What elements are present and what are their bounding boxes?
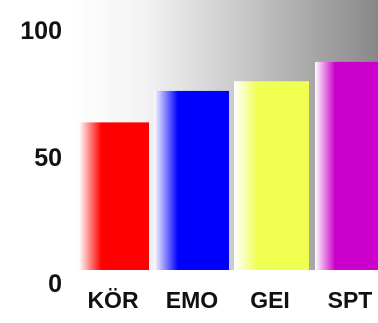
bar-spt [315,61,378,270]
category-label-spt: SPT [328,287,373,313]
bar-gei [234,81,309,271]
category-label-gei: GEI [250,287,290,313]
y-tick-label-0: 0 [48,270,62,298]
bars [79,61,378,271]
bar-kör [79,122,149,270]
bar-emo [154,90,229,270]
category-label-emo: EMO [166,287,218,313]
category-label-kör: KÖR [87,287,139,313]
y-tick-label-100: 100 [20,17,62,45]
x-axis-labels: KÖR EMO GEI SPT [87,287,372,313]
y-axis: 0 50 100 [20,17,62,298]
y-tick-label-50: 50 [34,144,62,172]
